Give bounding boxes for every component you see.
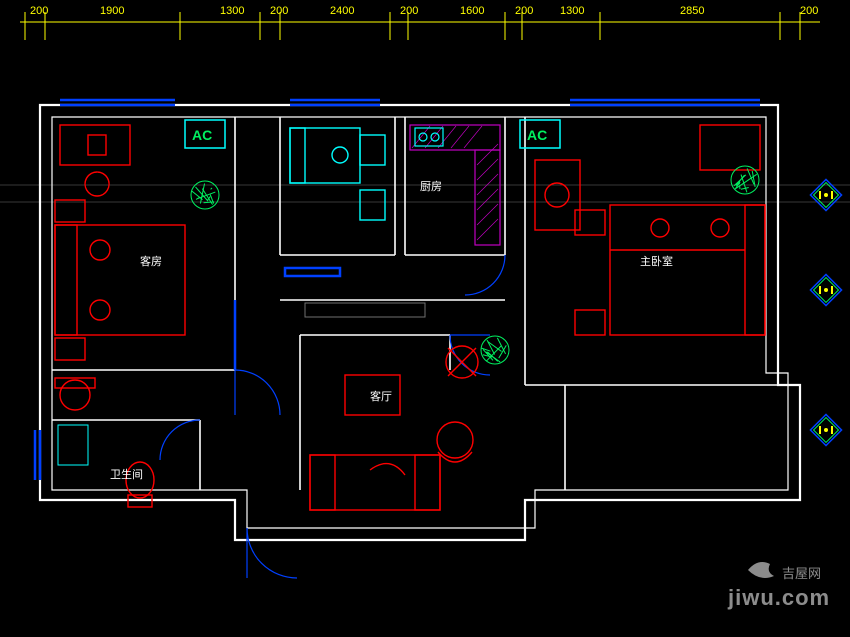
label-bedroom2: 客房 — [140, 254, 162, 268]
sconce-icon — [810, 274, 841, 305]
label-kitchen: 厨房 — [420, 180, 442, 193]
sconce-icon — [810, 179, 841, 210]
dimension-value: 200 — [515, 5, 533, 17]
label-ac-2: AC — [527, 127, 547, 143]
windows — [35, 100, 760, 480]
dimension-value: 1900 — [100, 5, 124, 17]
label-bath: 卫生间 — [110, 467, 143, 481]
study-furniture — [290, 128, 385, 220]
watermark-brand: 吉屋网 — [782, 566, 821, 581]
label-ac-1: AC — [192, 127, 212, 143]
watermark: 吉屋网 jiwu.com — [727, 562, 830, 610]
dimension-value: 200 — [30, 5, 48, 17]
dimension-value: 200 — [800, 5, 818, 17]
floorplan-canvas: 200 1900 1300 200 2400 200 1600 200 1300 2850200 … — [0, 0, 850, 637]
dimension-value: 200 — [400, 5, 418, 17]
bird-icon — [748, 562, 774, 578]
furniture — [55, 125, 765, 510]
sconce-icon — [810, 414, 841, 445]
wall-sconces — [810, 179, 841, 445]
dimension-value: 1600 — [460, 5, 484, 17]
dimension-value: 1300 — [560, 5, 584, 17]
label-master: 主卧室 — [640, 254, 673, 268]
dimension-texts: 200 1900 1300 200 2400 200 1600 200 1300 2850 200 — [30, 5, 818, 17]
ac-units — [185, 120, 560, 148]
plant-icon — [481, 336, 509, 364]
dimension-value: 2400 — [330, 5, 354, 17]
dimension-value: 200 — [270, 5, 288, 17]
dimension-value: 2850 — [680, 5, 704, 17]
label-living: 客厅 — [370, 389, 392, 403]
watermark-domain: jiwu.com — [727, 585, 830, 610]
dimension-value: 1300 — [220, 5, 244, 17]
